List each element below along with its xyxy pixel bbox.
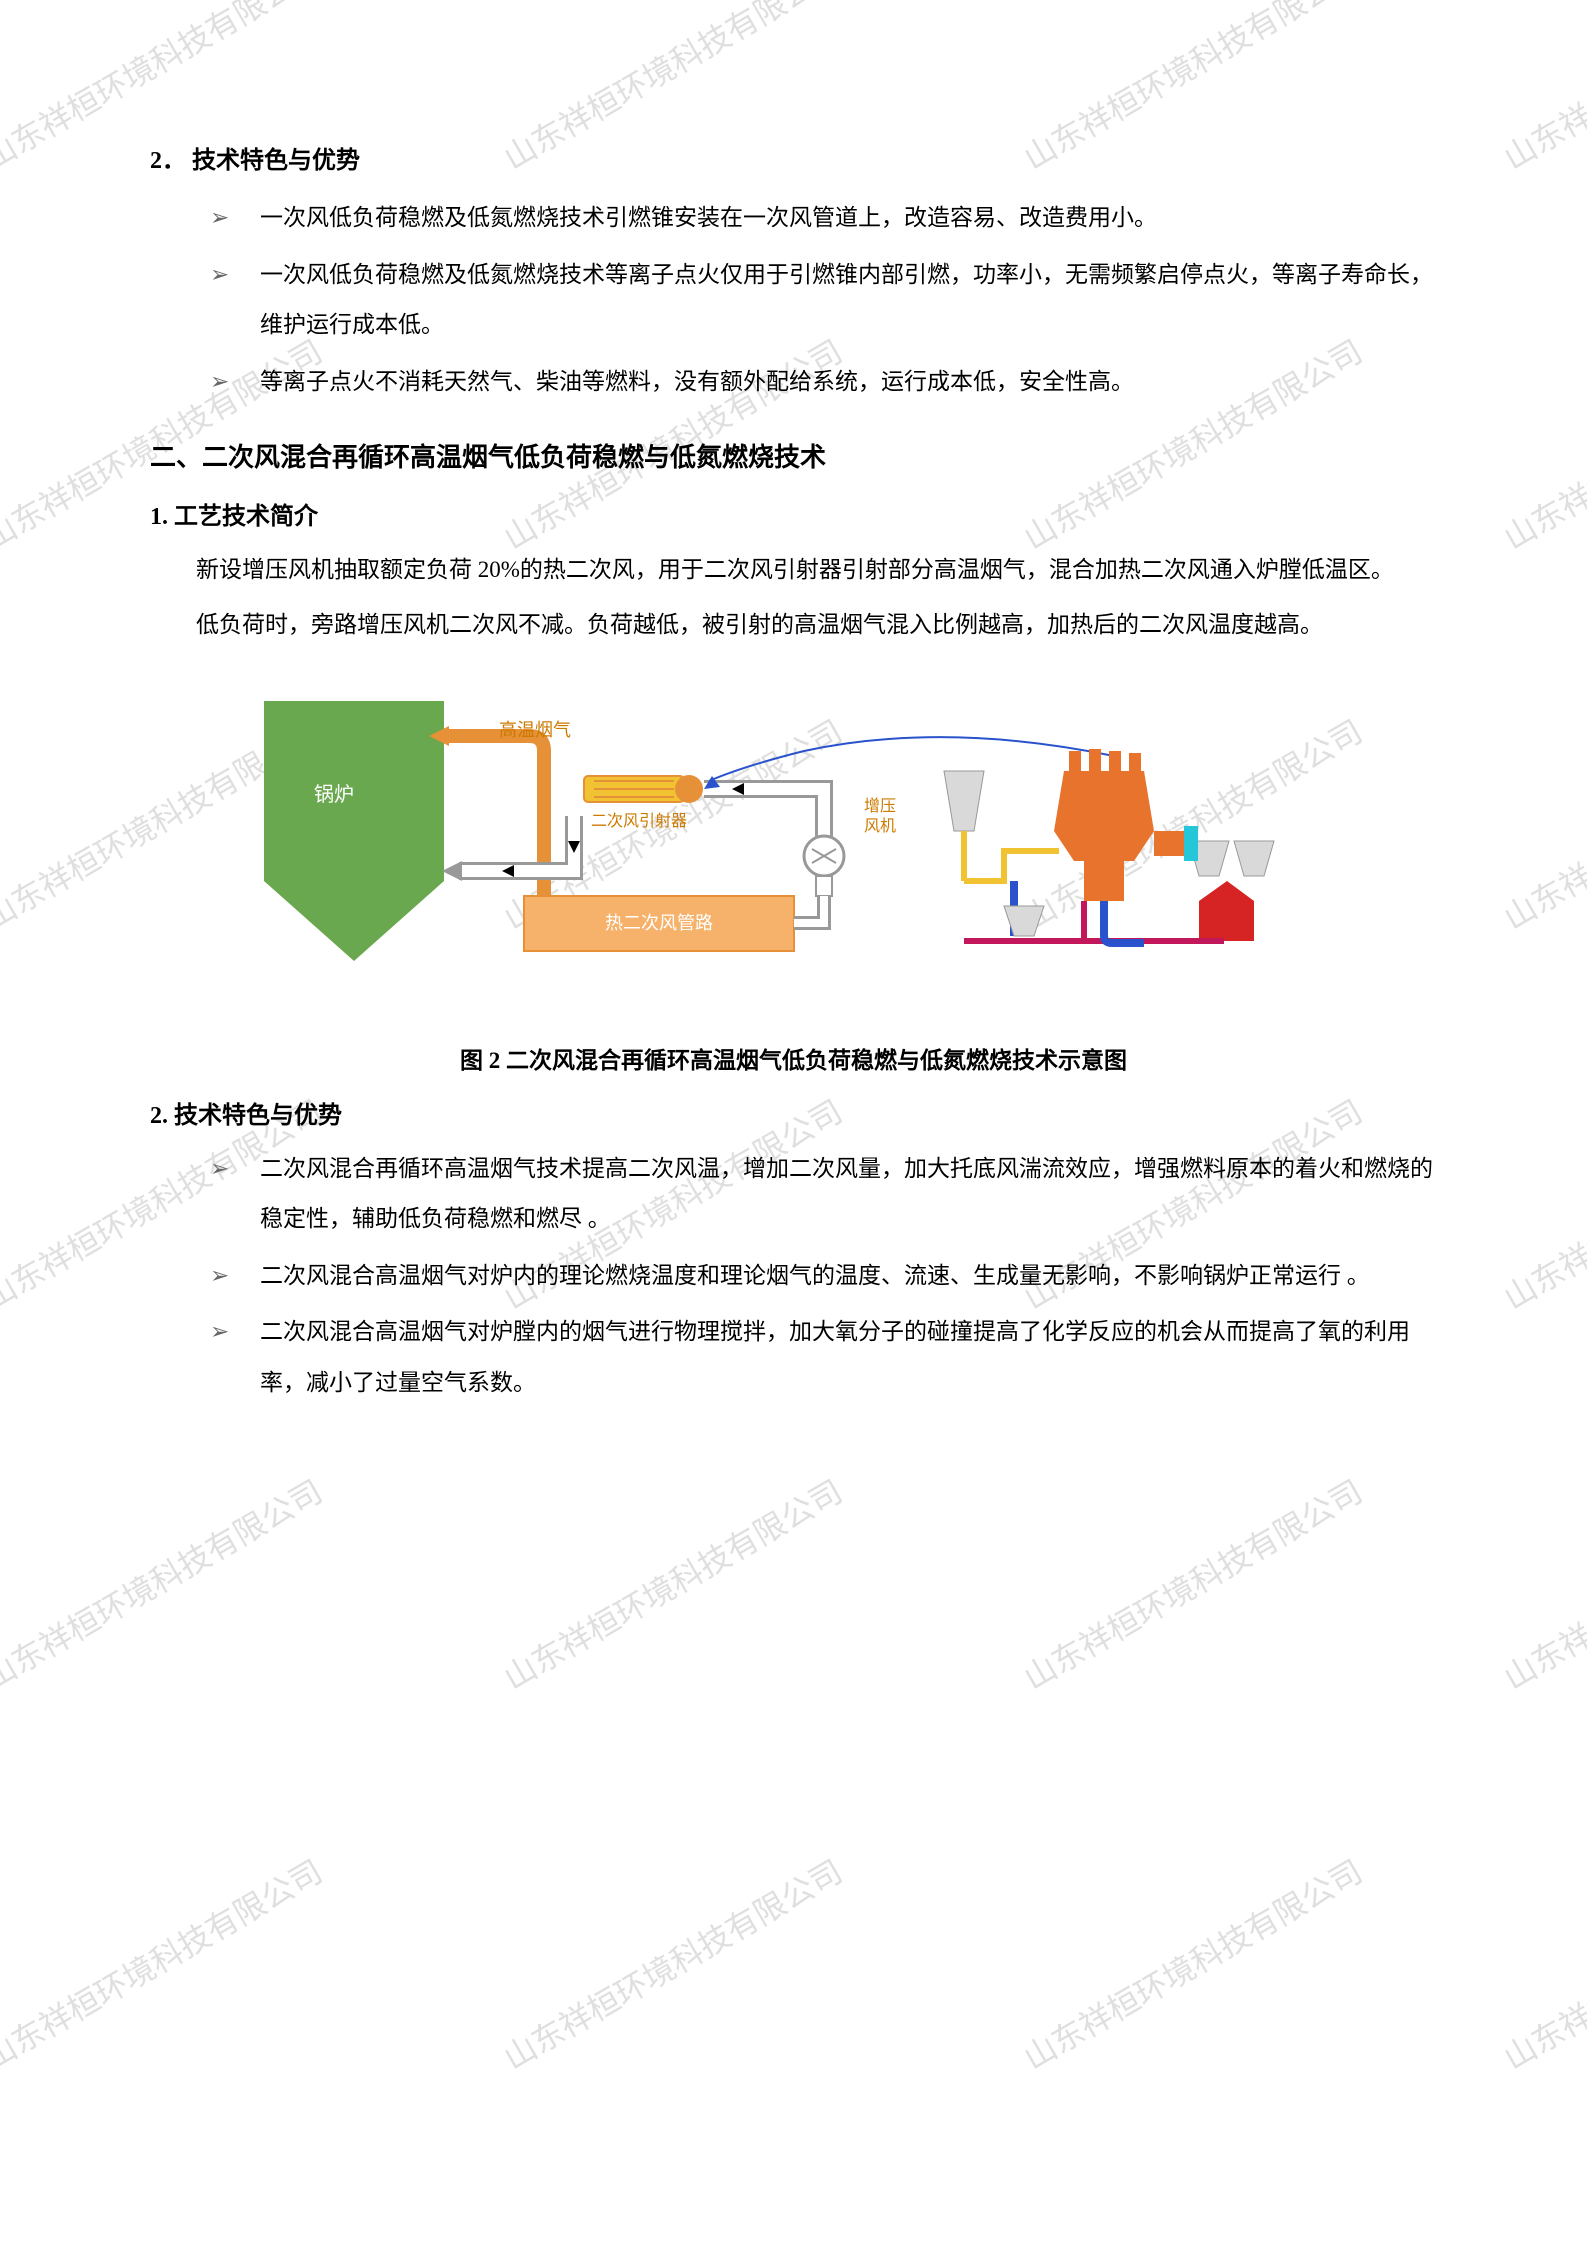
section2-title: 二、二次风混合再循环高温烟气低负荷稳燃与低氮燃烧技术 bbox=[150, 437, 1437, 474]
bullet-arrow-icon: ➢ bbox=[210, 1144, 260, 1245]
bullet-arrow-icon: ➢ bbox=[210, 250, 260, 351]
bullet-item: ➢二次风混合高温烟气对炉内的理论燃烧温度和理论烟气的温度、流速、生成量无影响，不… bbox=[210, 1251, 1437, 1302]
section2-sub1-num: 1. bbox=[150, 504, 168, 530]
diagram: 锅炉热二次风管路 高温烟气二次风引射器 增压风机 bbox=[244, 681, 1344, 981]
para-1: 新设增压风机抽取额定负荷 20%的热二次风，用于二次风引射器引射部分高温烟气，混… bbox=[150, 545, 1437, 596]
svg-text:高温烟气: 高温烟气 bbox=[499, 720, 571, 740]
svg-text:二次风引射器: 二次风引射器 bbox=[590, 812, 686, 830]
bullet-text: 等离子点火不消耗天然气、柴油等燃料，没有额外配给系统，运行成本低，安全性高。 bbox=[260, 357, 1437, 408]
watermark-text: 山东祥桓环境科技有限公司 bbox=[1494, 0, 1587, 179]
section1-text: 技术特色与优势 bbox=[192, 148, 360, 174]
section2-sub1: 1. 工艺技术简介 bbox=[150, 496, 1437, 531]
section2-sub2: 2. 技术特色与优势 bbox=[150, 1095, 1437, 1130]
watermark-text: 山东祥桓环境科技有限公司 bbox=[494, 1467, 850, 1699]
bullet-item: ➢二次风混合高温烟气对炉膛内的烟气进行物理搅拌，加大氧分子的碰撞提高了化学反应的… bbox=[210, 1307, 1437, 1408]
section2-sub1-text: 工艺技术简介 bbox=[174, 504, 318, 530]
watermark-text: 山东祥桓环境科技有限公司 bbox=[1494, 1847, 1587, 2079]
bullet-item: ➢一次风低负荷稳燃及低氮燃烧技术引燃锥安装在一次风管道上，改造容易、改造费用小。 bbox=[210, 193, 1437, 244]
para-2: 低负荷时，旁路增压风机二次风不减。负荷越低，被引射的高温烟气混入比例越高，加热后… bbox=[150, 600, 1437, 651]
svg-text:热二次风管路: 热二次风管路 bbox=[605, 913, 713, 933]
watermark-text: 山东祥桓环境科技有限公司 bbox=[1014, 1847, 1370, 2079]
bullet-arrow-icon: ➢ bbox=[210, 1307, 260, 1408]
figure-caption: 图 2 二次风混合再循环高温烟气低负荷稳燃与低氮燃烧技术示意图 bbox=[150, 1041, 1437, 1075]
section1-number: 2． bbox=[150, 148, 186, 174]
watermark-text: 山东祥桓环境科技有限公司 bbox=[1494, 1087, 1587, 1319]
svg-text:增压: 增压 bbox=[864, 797, 896, 815]
bullet-arrow-icon: ➢ bbox=[210, 1251, 260, 1302]
section1-heading: 2． 技术特色与优势 bbox=[150, 140, 1437, 175]
watermark-text: 山东祥桓环境科技有限公司 bbox=[0, 1467, 330, 1699]
bullet-item: ➢一次风低负荷稳燃及低氮燃烧技术等离子点火仅用于引燃锥内部引燃，功率小，无需频繁… bbox=[210, 250, 1437, 351]
watermark-text: 山东祥桓环境科技有限公司 bbox=[1494, 1467, 1587, 1699]
bullet-arrow-icon: ➢ bbox=[210, 193, 260, 244]
watermark-text: 山东祥桓环境科技有限公司 bbox=[0, 1847, 330, 2079]
watermark-text: 山东祥桓环境科技有限公司 bbox=[494, 1847, 850, 2079]
bullet-arrow-icon: ➢ bbox=[210, 357, 260, 408]
svg-text:锅炉: 锅炉 bbox=[314, 783, 354, 806]
section2-sub2-text: 技术特色与优势 bbox=[174, 1103, 342, 1129]
watermark-text: 山东祥桓环境科技有限公司 bbox=[1014, 1467, 1370, 1699]
bullet-item: ➢二次风混合再循环高温烟气技术提高二次风温，增加二次风量，加大托底风湍流效应，增… bbox=[210, 1144, 1437, 1245]
bullet-text: 二次风混合高温烟气对炉内的理论燃烧温度和理论烟气的温度、流速、生成量无影响，不影… bbox=[260, 1251, 1437, 1302]
svg-text:风机: 风机 bbox=[864, 817, 896, 835]
watermark-text: 山东祥桓环境科技有限公司 bbox=[1494, 707, 1587, 939]
bullet-text: 一次风低负荷稳燃及低氮燃烧技术引燃锥安装在一次风管道上，改造容易、改造费用小。 bbox=[260, 193, 1437, 244]
bullet-text: 二次风混合高温烟气对炉膛内的烟气进行物理搅拌，加大氧分子的碰撞提高了化学反应的机… bbox=[260, 1307, 1437, 1408]
bullet-text: 二次风混合再循环高温烟气技术提高二次风温，增加二次风量，加大托底风湍流效应，增强… bbox=[260, 1144, 1437, 1245]
bullet-text: 一次风低负荷稳燃及低氮燃烧技术等离子点火仅用于引燃锥内部引燃，功率小，无需频繁启… bbox=[260, 250, 1437, 351]
bullet-item: ➢等离子点火不消耗天然气、柴油等燃料，没有额外配给系统，运行成本低，安全性高。 bbox=[210, 357, 1437, 408]
watermark-text: 山东祥桓环境科技有限公司 bbox=[1494, 327, 1587, 559]
section2-sub2-num: 2. bbox=[150, 1103, 168, 1129]
